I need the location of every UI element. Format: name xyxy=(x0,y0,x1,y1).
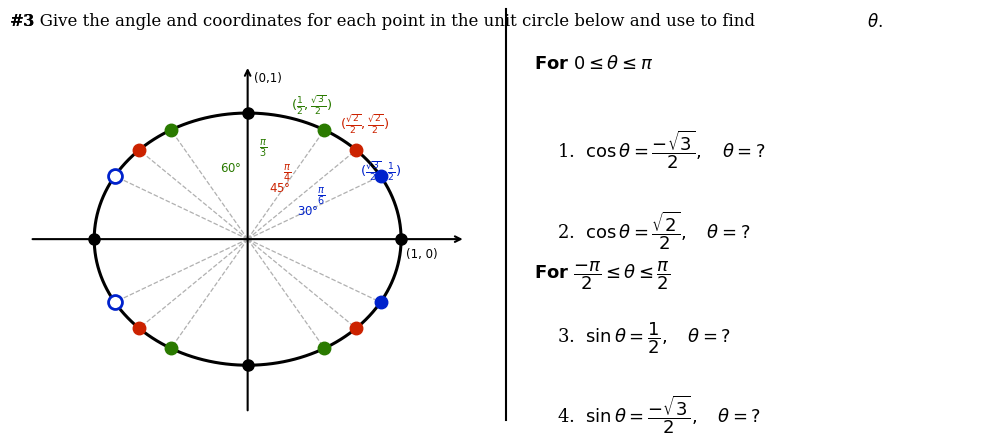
Text: $\mathbf{For}\ \dfrac{-\pi}{2} \leq \theta \leq \dfrac{\pi}{2}$: $\mathbf{For}\ \dfrac{-\pi}{2} \leq \the… xyxy=(534,259,670,291)
Text: $45°$: $45°$ xyxy=(269,182,291,195)
Text: $(\frac{\sqrt{3}}{2}, \frac{1}{2})$: $(\frac{\sqrt{3}}{2}, \frac{1}{2})$ xyxy=(359,160,401,183)
Text: 4.  $\sin\theta = \dfrac{-\sqrt{3}}{2},$   $\theta =?$: 4. $\sin\theta = \dfrac{-\sqrt{3}}{2},$ … xyxy=(557,394,761,437)
Text: 3.  $\sin\theta = \dfrac{1}{2},$   $\theta =?$: 3. $\sin\theta = \dfrac{1}{2},$ $\theta … xyxy=(557,321,731,356)
Text: $(\frac{1}{2}, \frac{\sqrt{3}}{2})$: $(\frac{1}{2}, \frac{\sqrt{3}}{2})$ xyxy=(291,94,332,117)
Text: #3 Give the angle and coordinates for each point in the unit circle below and us: #3 Give the angle and coordinates for ea… xyxy=(10,13,760,30)
Text: $60°$: $60°$ xyxy=(220,162,242,175)
Text: $(\frac{\sqrt{2}}{2}, \frac{\sqrt{2}}{2})$: $(\frac{\sqrt{2}}{2}, \frac{\sqrt{2}}{2}… xyxy=(340,112,389,136)
Text: $\frac{\pi}{3}$: $\frac{\pi}{3}$ xyxy=(259,138,267,159)
Text: 2.  $\cos\theta = \dfrac{\sqrt{2}}{2},$   $\theta =?$: 2. $\cos\theta = \dfrac{\sqrt{2}}{2},$ $… xyxy=(557,209,750,252)
Text: $\mathbf{For}\ 0 \leq \theta \leq \pi$: $\mathbf{For}\ 0 \leq \theta \leq \pi$ xyxy=(534,55,653,73)
Text: (0,1): (0,1) xyxy=(253,72,282,85)
Text: (1, 0): (1, 0) xyxy=(406,248,437,261)
Text: $\frac{\pi}{4}$: $\frac{\pi}{4}$ xyxy=(284,163,292,184)
Text: 1.  $\cos\theta = \dfrac{-\sqrt{3}}{2},$   $\theta =?$: 1. $\cos\theta = \dfrac{-\sqrt{3}}{2},$ … xyxy=(557,128,765,171)
Text: #3: #3 xyxy=(10,13,35,30)
Text: $\frac{\pi}{6}$: $\frac{\pi}{6}$ xyxy=(317,185,325,207)
Text: $\theta$.: $\theta$. xyxy=(867,13,883,31)
Text: $30°$: $30°$ xyxy=(297,205,318,218)
